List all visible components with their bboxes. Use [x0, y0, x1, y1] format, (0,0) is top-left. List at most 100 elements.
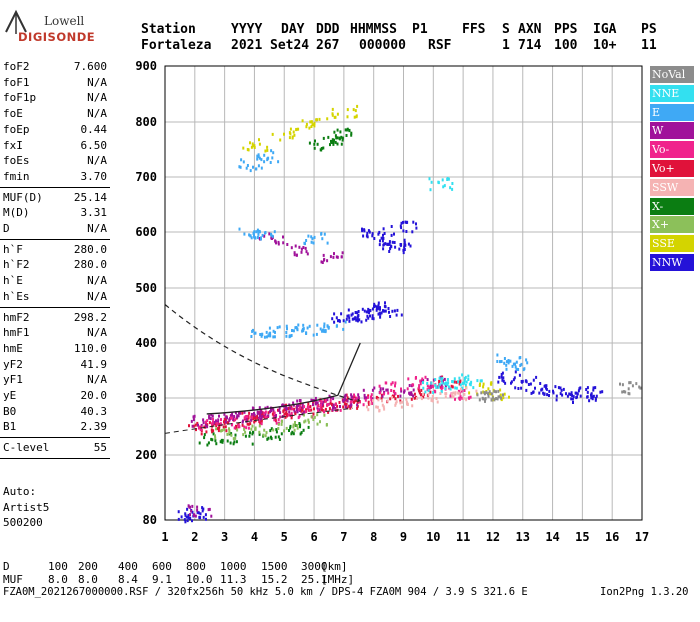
echo-point [223, 412, 226, 416]
echo-point [319, 420, 321, 424]
echo-point [271, 412, 274, 416]
x-tick-label: 8 [370, 530, 377, 544]
echo-point [198, 441, 201, 445]
echo-point [378, 243, 381, 247]
echo-point [269, 331, 272, 335]
echo-point [457, 391, 460, 395]
echo-point [367, 394, 370, 398]
echo-point [440, 390, 443, 393]
footer-d-value: 600 [152, 560, 172, 573]
echo-point [265, 335, 268, 339]
header-label-11: PS [641, 22, 657, 37]
param-value: 6.50 [80, 138, 108, 152]
echo-point [390, 225, 393, 228]
echo-point [631, 384, 634, 388]
echo-point [290, 334, 293, 337]
echo-point [265, 330, 268, 334]
echo-point [190, 509, 193, 513]
echo-point [579, 386, 582, 390]
x-tick-label: 4 [251, 530, 258, 544]
echo-point [189, 516, 192, 520]
echo-point [264, 434, 267, 438]
echo-point [418, 391, 421, 395]
echo-point [234, 411, 237, 415]
echo-point [408, 384, 411, 387]
echo-point [463, 381, 466, 385]
echo-point [371, 388, 374, 392]
echo-point [478, 384, 481, 387]
echo-point [629, 381, 632, 385]
echo-point [465, 398, 468, 402]
echo-point [187, 516, 190, 520]
echo-point [438, 376, 441, 380]
echo-point [315, 332, 318, 336]
echo-point [369, 402, 372, 406]
echo-point [258, 156, 261, 160]
echo-point [382, 237, 385, 240]
echo-point [245, 426, 248, 430]
echo-point [255, 230, 258, 234]
echo-point [621, 390, 624, 394]
echo-point [389, 315, 392, 318]
echo-point [375, 308, 378, 312]
echo-point [199, 512, 202, 516]
echo-point [482, 385, 485, 389]
echo-point [266, 405, 269, 409]
echo-point [286, 413, 289, 416]
echo-point [310, 415, 313, 419]
echo-point [475, 389, 478, 393]
echo-point [350, 313, 353, 317]
echo-point [296, 410, 299, 414]
echo-point [378, 384, 381, 388]
param-key: yF1 [3, 373, 23, 387]
footer-info-text: FZA0M_2021267000000.RSF / 320fx256h 50 k… [3, 586, 528, 598]
echo-point [298, 399, 301, 402]
echo-point [371, 402, 373, 405]
echo-point [513, 376, 516, 380]
echo-point [333, 115, 336, 119]
echo-point [367, 408, 370, 412]
echo-point [223, 428, 226, 432]
echo-point [264, 149, 267, 153]
echo-point [285, 426, 288, 430]
ionogram-chart: 1 2 3 4 5 6 7 8 9 10 11 12 13 14 15 16 17802003004005006… [135, 59, 649, 544]
param-row: h`E N/A [3, 274, 107, 291]
echo-point [285, 331, 288, 334]
echo-point [204, 423, 207, 427]
echo-point [225, 417, 228, 421]
echo-point [331, 402, 334, 406]
param-value: 41.9 [80, 357, 108, 371]
echo-point [447, 381, 450, 385]
echo-point [243, 425, 246, 429]
echo-point [262, 433, 265, 437]
param-key: foE [3, 107, 23, 121]
echo-point [382, 309, 384, 313]
echo-point [422, 395, 425, 399]
echo-point [309, 120, 312, 124]
x-tick-label: 3 [221, 530, 228, 544]
echo-point [306, 326, 309, 330]
echo-point [449, 394, 452, 398]
echo-point [297, 404, 300, 408]
echo-point [299, 425, 301, 429]
echo-point [375, 307, 378, 310]
echo-point [328, 407, 331, 411]
echo-point [458, 392, 461, 396]
echo-point [234, 436, 237, 440]
echo-point [242, 160, 245, 164]
echo-point [316, 413, 319, 417]
echo-point [344, 402, 347, 406]
echo-point [287, 407, 290, 410]
echo-point [458, 376, 461, 380]
echo-point [289, 406, 292, 410]
echo-point [379, 391, 382, 395]
echo-point [188, 424, 190, 428]
echo-point [346, 406, 349, 410]
echo-point [358, 400, 361, 404]
echo-point [480, 391, 483, 395]
echo-point [191, 424, 194, 428]
echo-point [503, 357, 506, 360]
echo-point [621, 383, 624, 387]
echo-point [237, 424, 240, 427]
y-tick-label: 200 [135, 448, 157, 462]
